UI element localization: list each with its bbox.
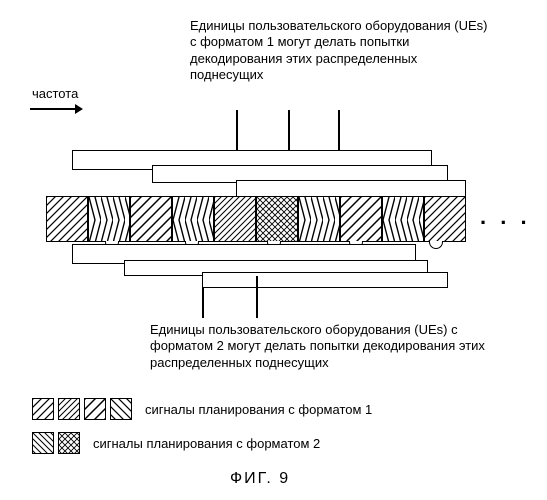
legend-swatch	[110, 398, 132, 420]
band-cell	[172, 196, 214, 242]
leader-line	[202, 288, 204, 318]
top-annotation: Единицы пользовательского оборудования (…	[190, 18, 490, 83]
legend-swatch	[84, 398, 106, 420]
frequency-arrow-icon	[30, 108, 75, 110]
legend-label-format2: сигналы планирования с форматом 2	[93, 436, 320, 452]
legend-swatch	[58, 432, 80, 454]
band-cell	[424, 196, 466, 242]
band-cell	[88, 196, 130, 242]
band-cell	[298, 196, 340, 242]
ellipsis: . . .	[480, 204, 531, 230]
leader-line	[236, 110, 238, 150]
leader-line	[256, 276, 258, 318]
figure-caption: ФИГ. 9	[230, 470, 290, 488]
band-cell	[130, 196, 172, 242]
band-cell	[214, 196, 256, 242]
bump-marker	[429, 241, 443, 249]
legend-swatch	[58, 398, 80, 420]
bottom-annotation: Единицы пользовательского оборудования (…	[150, 322, 490, 371]
figure-container: Единицы пользовательского оборудования (…	[0, 0, 547, 500]
band-cell	[382, 196, 424, 242]
bottom-frame	[202, 272, 448, 288]
legend-swatch	[32, 432, 54, 454]
band-cell	[256, 196, 298, 242]
band-cell	[340, 196, 382, 242]
frequency-label: частота	[32, 86, 78, 102]
legend-label-format1: сигналы планирования с форматом 1	[145, 402, 372, 418]
legend-swatch	[32, 398, 54, 420]
band-cell	[46, 196, 88, 242]
